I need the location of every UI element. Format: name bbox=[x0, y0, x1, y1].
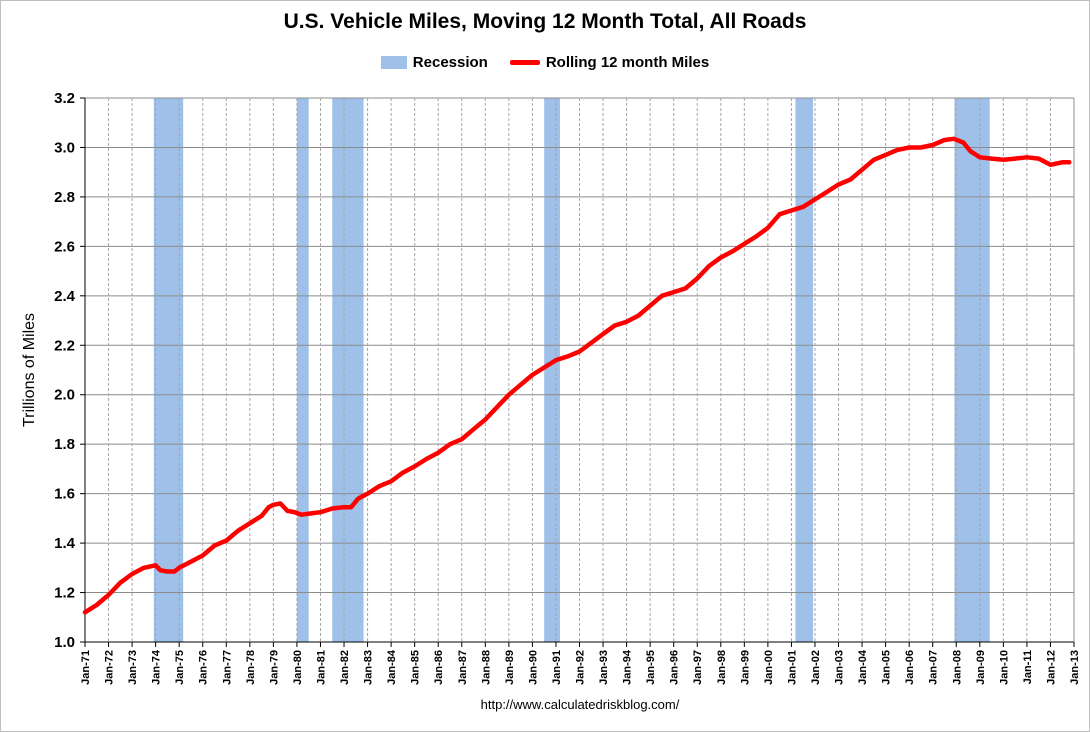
x-tick-label-41: Jan-12 bbox=[1045, 650, 1057, 685]
y-tick-label-0: 1.0 bbox=[54, 634, 75, 651]
x-tick-label-10: Jan-81 bbox=[315, 650, 327, 685]
legend-entry-miles: Rolling 12 month Miles bbox=[509, 54, 710, 71]
y-tick-label-8: 2.6 bbox=[54, 238, 75, 255]
x-tick-label-20: Jan-91 bbox=[551, 650, 563, 685]
y-tick-label-2: 1.4 bbox=[54, 535, 76, 552]
source-url: http://www.calculatedriskblog.com/ bbox=[480, 697, 680, 712]
gridlines bbox=[85, 97, 1074, 643]
x-tick-label-40: Jan-11 bbox=[1022, 650, 1034, 684]
x-tick-label-19: Jan-90 bbox=[527, 650, 539, 685]
y-tick-label-3: 1.6 bbox=[54, 486, 75, 503]
x-tick-label-22: Jan-93 bbox=[598, 650, 610, 685]
x-tick-label-24: Jan-95 bbox=[645, 650, 657, 685]
x-tick-label-12: Jan-83 bbox=[363, 650, 375, 685]
x-tick-label-38: Jan-09 bbox=[975, 650, 987, 685]
x-tick-label-34: Jan-05 bbox=[881, 650, 893, 685]
x-tick-label-6: Jan-77 bbox=[221, 650, 233, 685]
y-tick-label-1: 1.2 bbox=[54, 585, 75, 602]
x-tick-label-13: Jan-84 bbox=[386, 649, 398, 685]
x-tick-label-2: Jan-73 bbox=[127, 650, 139, 685]
x-tick-label-0: Jan-71 bbox=[80, 650, 92, 685]
x-tick-label-11: Jan-82 bbox=[339, 650, 351, 685]
legend-swatch-miles bbox=[509, 60, 540, 65]
x-tick-label-39: Jan-10 bbox=[998, 650, 1010, 685]
x-tick-label-7: Jan-78 bbox=[245, 650, 257, 685]
x-tick-label-30: Jan-01 bbox=[786, 650, 798, 685]
legend-entry-recession: Recession bbox=[380, 54, 488, 71]
x-tick-label-32: Jan-03 bbox=[834, 650, 846, 685]
x-tick-label-14: Jan-85 bbox=[410, 650, 422, 685]
chart-title: U.S. Vehicle Miles, Moving 12 Month Tota… bbox=[283, 10, 807, 33]
recession-band-1 bbox=[296, 98, 309, 642]
recession-band-2 bbox=[332, 98, 364, 642]
y-tick-label-9: 2.8 bbox=[54, 189, 75, 206]
x-tick-label-42: Jan-13 bbox=[1069, 650, 1081, 685]
x-tick-label-31: Jan-02 bbox=[810, 650, 822, 685]
legend: Recession Rolling 12 month Miles bbox=[0, 54, 1090, 71]
y-tick-label-10: 3.0 bbox=[54, 139, 75, 156]
series-line-0 bbox=[82, 136, 1072, 615]
x-tick-label-4: Jan-75 bbox=[174, 650, 186, 685]
recession-band-3 bbox=[544, 98, 560, 642]
y-tick-label-7: 2.4 bbox=[54, 288, 76, 305]
recession-band-4 bbox=[795, 98, 814, 642]
y-tick-label-6: 2.2 bbox=[54, 337, 75, 354]
x-tick-label-29: Jan-00 bbox=[763, 650, 775, 685]
x-tick-label-16: Jan-87 bbox=[457, 650, 469, 685]
tick-labels: 1.0 1.2 1.4 1.6 1.8 2.0 2.2 2.4 2.6 2.8 3.0 3.2 Jan-… bbox=[54, 90, 1081, 685]
x-tick-label-18: Jan-89 bbox=[504, 650, 516, 685]
x-tick-label-21: Jan-92 bbox=[575, 650, 587, 685]
x-tick-label-1: Jan-72 bbox=[104, 650, 116, 685]
legend-swatch-recession bbox=[380, 56, 407, 69]
x-tick-label-23: Jan-94 bbox=[622, 649, 634, 685]
recession-band-0 bbox=[153, 98, 184, 642]
y-tick-label-5: 2.0 bbox=[54, 387, 75, 404]
x-tick-label-15: Jan-86 bbox=[433, 650, 445, 685]
x-tick-label-36: Jan-07 bbox=[928, 650, 940, 685]
x-tick-label-5: Jan-76 bbox=[198, 650, 210, 685]
y-axis-title: Trillions of Miles bbox=[21, 313, 38, 427]
x-tick-label-8: Jan-79 bbox=[268, 650, 280, 685]
x-tick-label-17: Jan-88 bbox=[480, 650, 492, 685]
x-tick-label-9: Jan-80 bbox=[292, 650, 304, 685]
y-tick-label-4: 1.8 bbox=[54, 436, 75, 453]
series-lines bbox=[82, 136, 1072, 615]
x-tick-label-37: Jan-08 bbox=[951, 650, 963, 685]
recession-band-5 bbox=[954, 98, 990, 642]
x-tick-label-35: Jan-06 bbox=[904, 650, 916, 685]
x-tick-label-33: Jan-04 bbox=[857, 649, 869, 685]
legend-label-recession: Recession bbox=[412, 54, 488, 71]
x-tick-label-27: Jan-98 bbox=[716, 650, 728, 685]
x-tick-label-26: Jan-97 bbox=[692, 650, 704, 685]
x-tick-label-3: Jan-74 bbox=[151, 649, 163, 685]
x-tick-label-28: Jan-99 bbox=[739, 650, 751, 685]
recession-bands bbox=[153, 98, 990, 642]
legend-label-miles: Rolling 12 month Miles bbox=[545, 54, 710, 71]
x-tick-label-25: Jan-96 bbox=[669, 650, 681, 685]
y-tick-label-11: 3.2 bbox=[54, 90, 75, 107]
axes bbox=[80, 97, 1075, 647]
